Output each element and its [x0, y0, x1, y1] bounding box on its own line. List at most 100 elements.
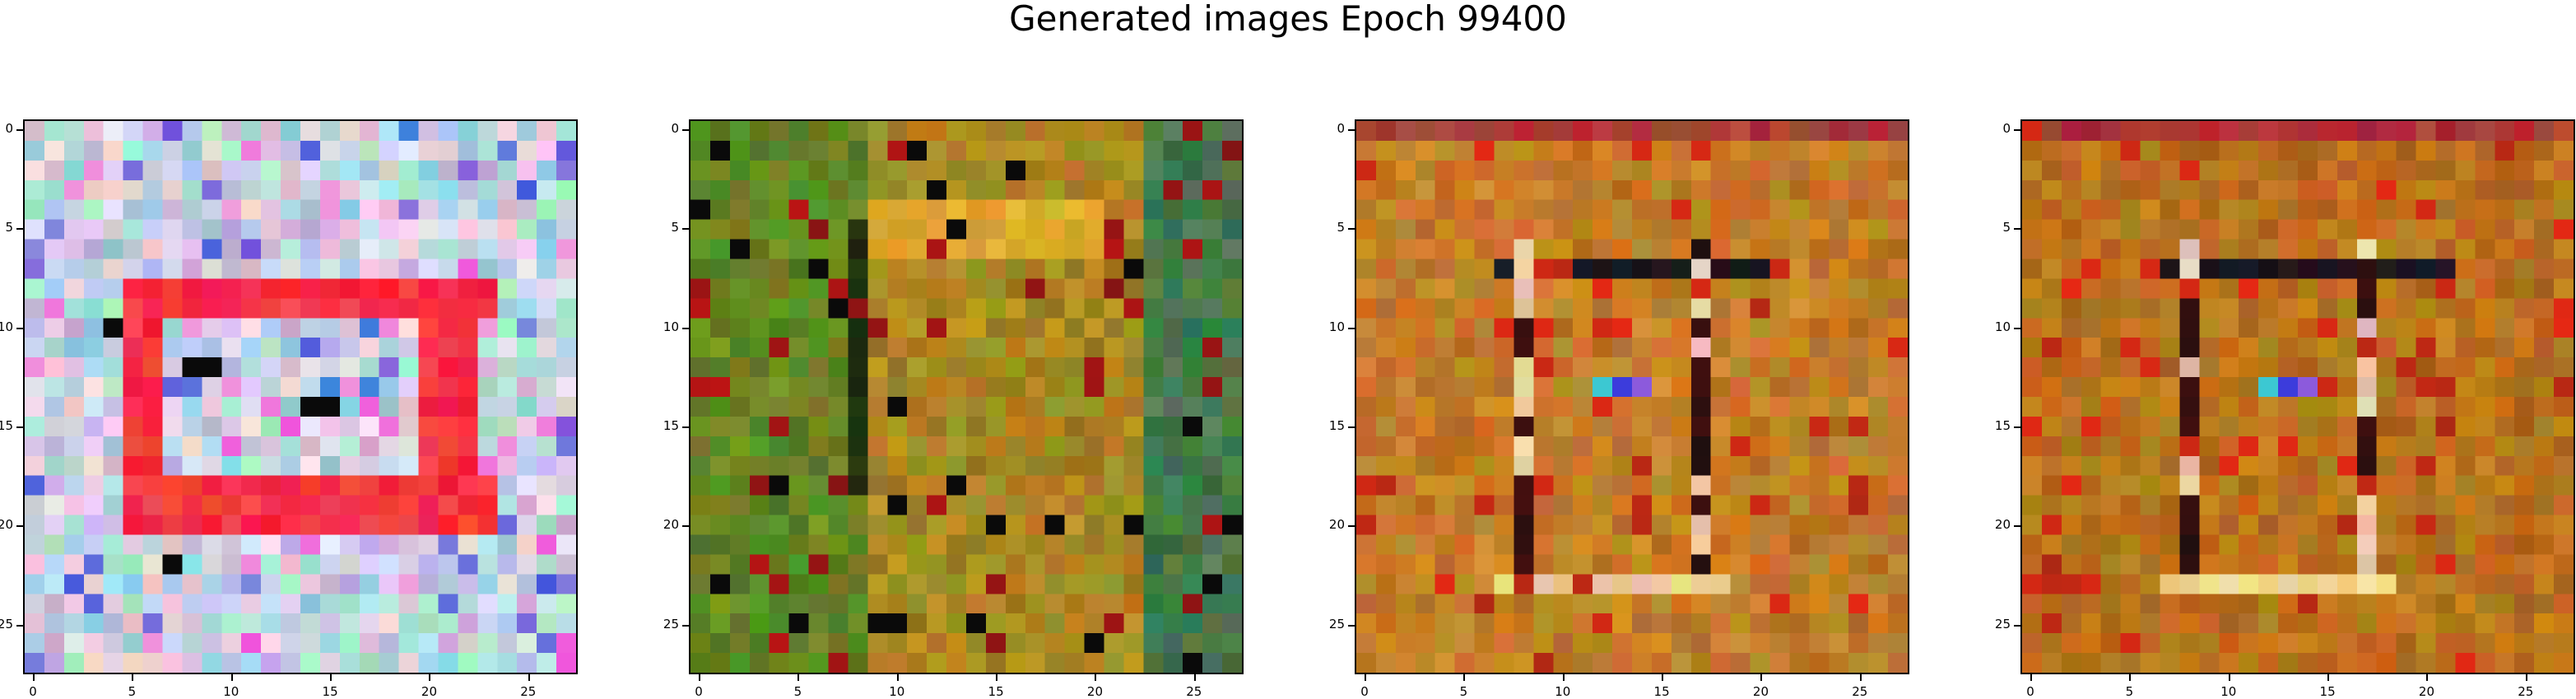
pixel-grid	[690, 121, 1242, 673]
x-tick-mark	[2426, 674, 2429, 681]
x-tick-label: 15	[988, 684, 1004, 699]
x-tick-label: 0	[2026, 684, 2034, 699]
y-tick-label: 10	[1328, 319, 1345, 334]
figure-title: Generated images Epoch 99400	[1009, 0, 1567, 39]
x-tick-mark	[1095, 674, 1097, 681]
y-tick-mark	[1348, 624, 1355, 627]
x-tick-label: 15	[2319, 684, 2336, 699]
x-tick-mark	[429, 674, 431, 681]
y-tick-label: 20	[663, 517, 679, 533]
x-tick-mark	[1859, 674, 1862, 681]
y-tick-label: 0	[1337, 121, 1345, 137]
y-tick-label: 20	[1328, 517, 1345, 533]
y-tick-label: 15	[0, 418, 13, 434]
x-tick-mark	[1760, 674, 1763, 681]
y-tick-mark	[682, 129, 689, 132]
x-tick-label: 25	[1186, 684, 1202, 699]
x-tick-label: 25	[520, 684, 537, 699]
pixel-grid	[1356, 121, 1908, 673]
x-tick-mark	[230, 674, 233, 681]
x-tick-mark	[699, 674, 701, 681]
x-tick-mark	[1463, 674, 1466, 681]
generated-image-3	[1355, 119, 1909, 674]
x-tick-label: 0	[29, 684, 37, 699]
x-tick-label: 5	[793, 684, 802, 699]
y-tick-mark	[16, 426, 23, 429]
generated-image-4	[2020, 119, 2575, 674]
y-tick-label: 20	[0, 517, 13, 533]
x-tick-label: 20	[1752, 684, 1769, 699]
y-tick-label: 25	[663, 616, 679, 631]
y-tick-mark	[16, 525, 23, 528]
y-tick-label: 15	[663, 418, 679, 434]
y-tick-mark	[682, 228, 689, 231]
x-tick-label: 10	[889, 684, 905, 699]
y-tick-mark	[2014, 228, 2020, 231]
x-tick-label: 10	[2220, 684, 2237, 699]
y-tick-mark	[682, 327, 689, 329]
pixel-grid	[2022, 121, 2574, 673]
y-tick-mark	[2014, 426, 2020, 429]
y-tick-label: 15	[1994, 418, 2011, 434]
x-tick-label: 20	[2418, 684, 2434, 699]
x-tick-label: 0	[695, 684, 703, 699]
y-tick-label: 10	[663, 319, 679, 334]
y-tick-mark	[1348, 228, 1355, 231]
y-tick-label: 20	[1994, 517, 2011, 533]
x-tick-label: 5	[128, 684, 137, 699]
y-tick-mark	[2014, 525, 2020, 528]
x-tick-mark	[2030, 674, 2033, 681]
y-tick-label: 15	[1328, 418, 1345, 434]
x-tick-mark	[2228, 674, 2230, 681]
x-tick-label: 10	[1555, 684, 1571, 699]
y-tick-mark	[2014, 129, 2020, 132]
x-tick-label: 10	[223, 684, 239, 699]
y-tick-mark	[682, 426, 689, 429]
y-tick-label: 5	[1337, 220, 1345, 235]
x-tick-label: 0	[1360, 684, 1369, 699]
x-tick-label: 20	[1086, 684, 1103, 699]
y-tick-mark	[1348, 327, 1355, 329]
x-tick-label: 25	[1852, 684, 1868, 699]
y-tick-label: 10	[0, 319, 13, 334]
x-tick-mark	[996, 674, 998, 681]
x-tick-mark	[2327, 674, 2330, 681]
x-tick-mark	[2129, 674, 2132, 681]
y-tick-label: 0	[671, 121, 679, 137]
y-tick-label: 5	[5, 220, 13, 235]
y-tick-label: 25	[1328, 616, 1345, 631]
y-tick-mark	[16, 327, 23, 329]
x-tick-mark	[1193, 674, 1196, 681]
y-tick-mark	[16, 228, 23, 231]
y-tick-label: 5	[2002, 220, 2011, 235]
y-tick-label: 0	[5, 121, 13, 137]
x-tick-label: 15	[1653, 684, 1670, 699]
x-tick-mark	[330, 674, 332, 681]
generated-image-1	[23, 119, 578, 674]
x-tick-mark	[1562, 674, 1565, 681]
y-tick-mark	[16, 624, 23, 627]
y-tick-mark	[16, 129, 23, 132]
y-tick-mark	[2014, 624, 2020, 627]
x-tick-label: 5	[1459, 684, 1468, 699]
y-tick-label: 25	[0, 616, 13, 631]
x-tick-label: 25	[2518, 684, 2534, 699]
x-tick-mark	[2525, 674, 2527, 681]
generated-image-2	[689, 119, 1244, 674]
y-tick-label: 0	[2002, 121, 2011, 137]
x-tick-mark	[1662, 674, 1664, 681]
x-tick-mark	[797, 674, 800, 681]
y-tick-label: 5	[671, 220, 679, 235]
y-tick-mark	[682, 525, 689, 528]
x-tick-mark	[896, 674, 899, 681]
y-tick-mark	[1348, 426, 1355, 429]
x-tick-mark	[1365, 674, 1367, 681]
x-tick-mark	[33, 674, 35, 681]
pixel-grid	[25, 121, 576, 673]
x-tick-mark	[132, 674, 134, 681]
y-tick-mark	[2014, 327, 2020, 329]
y-tick-label: 10	[1994, 319, 2011, 334]
y-tick-mark	[1348, 525, 1355, 528]
x-tick-label: 20	[421, 684, 437, 699]
x-tick-label: 15	[322, 684, 338, 699]
